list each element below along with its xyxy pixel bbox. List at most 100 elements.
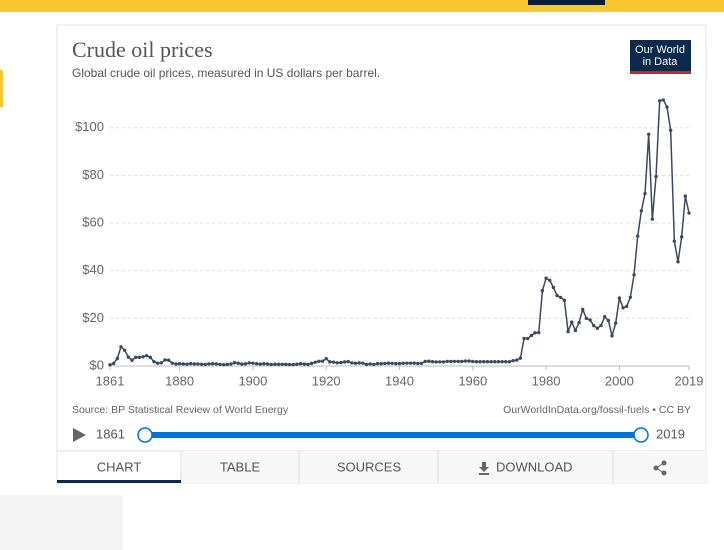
point (313, 360, 317, 364)
point (427, 359, 431, 363)
point (188, 361, 193, 366)
timeline-handle[interactable] (137, 427, 153, 443)
point (665, 105, 669, 109)
point (603, 315, 607, 319)
point (133, 355, 138, 360)
point (126, 355, 131, 359)
point (445, 359, 449, 364)
point (617, 296, 622, 300)
download-icon (479, 462, 489, 475)
point (174, 362, 178, 366)
point (108, 363, 112, 367)
point (111, 361, 116, 366)
tab[interactable]: DOWNLOAD (496, 459, 573, 474)
point (559, 295, 563, 300)
point (141, 355, 145, 359)
share-line (655, 462, 665, 474)
point (463, 359, 468, 363)
tab-bar (181, 451, 706, 483)
point (529, 333, 534, 338)
point (155, 361, 160, 365)
point (540, 288, 545, 293)
point (551, 285, 556, 290)
point (511, 358, 515, 363)
point (350, 361, 354, 365)
tab[interactable]: SOURCES (337, 459, 402, 474)
point (361, 361, 365, 365)
point (386, 361, 391, 365)
point (177, 362, 182, 366)
point (537, 330, 541, 335)
point (280, 362, 284, 366)
point (284, 362, 288, 367)
point (273, 362, 277, 366)
point (394, 361, 398, 366)
point (650, 217, 655, 221)
timeline-start: 1861 (96, 426, 125, 441)
point (221, 362, 226, 367)
point (526, 336, 530, 341)
point (214, 362, 218, 366)
point (518, 356, 523, 360)
point (570, 320, 574, 324)
point (416, 361, 420, 366)
point (339, 360, 343, 365)
point (625, 304, 629, 309)
point (412, 361, 416, 365)
license[interactable]: OurWorldInData.org/fossil-fuels • CC BY (503, 404, 691, 416)
timeline-track (145, 432, 641, 438)
point (493, 360, 497, 364)
point (287, 362, 292, 367)
point (317, 359, 321, 363)
point (265, 362, 270, 366)
point (676, 260, 680, 264)
logo-text: Our World (635, 44, 685, 56)
top-bar (0, 0, 724, 12)
x-tick-label: 1861 (96, 373, 125, 388)
top-button[interactable] (528, 0, 605, 5)
logo[interactable] (630, 40, 691, 74)
point (372, 362, 376, 367)
play-button[interactable] (73, 428, 86, 442)
point (430, 360, 435, 364)
point (595, 326, 600, 331)
x-tick-label: 1980 (532, 373, 561, 388)
point (328, 360, 332, 364)
point (577, 320, 581, 325)
point (196, 362, 200, 366)
point (309, 361, 314, 366)
point (203, 362, 207, 367)
share-icon[interactable] (653, 460, 667, 476)
y-tick-label: $100 (75, 119, 104, 134)
point (496, 360, 501, 364)
point (302, 362, 306, 366)
tab[interactable]: TABLE (220, 459, 261, 474)
point (599, 323, 603, 328)
point (364, 362, 369, 367)
point (170, 361, 174, 365)
point (654, 174, 658, 179)
y-tick-label: $0 (90, 357, 104, 372)
point (324, 356, 328, 361)
point (119, 345, 123, 349)
tab[interactable]: CHART (97, 459, 142, 474)
point (643, 191, 647, 196)
point (199, 362, 204, 367)
chart-card (56, 24, 707, 484)
point (375, 361, 380, 366)
point (276, 362, 281, 366)
logo-stripe (630, 71, 691, 74)
point (679, 235, 684, 239)
point (357, 361, 361, 365)
point (148, 355, 153, 360)
point (588, 318, 592, 322)
point (683, 194, 688, 198)
point (405, 361, 409, 365)
x-tick-label: 1920 (312, 373, 341, 388)
point (533, 331, 537, 335)
chart-subtitle: Global crude oil prices, measured in US … (72, 66, 380, 80)
point (247, 361, 251, 365)
point (504, 360, 508, 364)
timeline-handle[interactable] (633, 427, 649, 443)
